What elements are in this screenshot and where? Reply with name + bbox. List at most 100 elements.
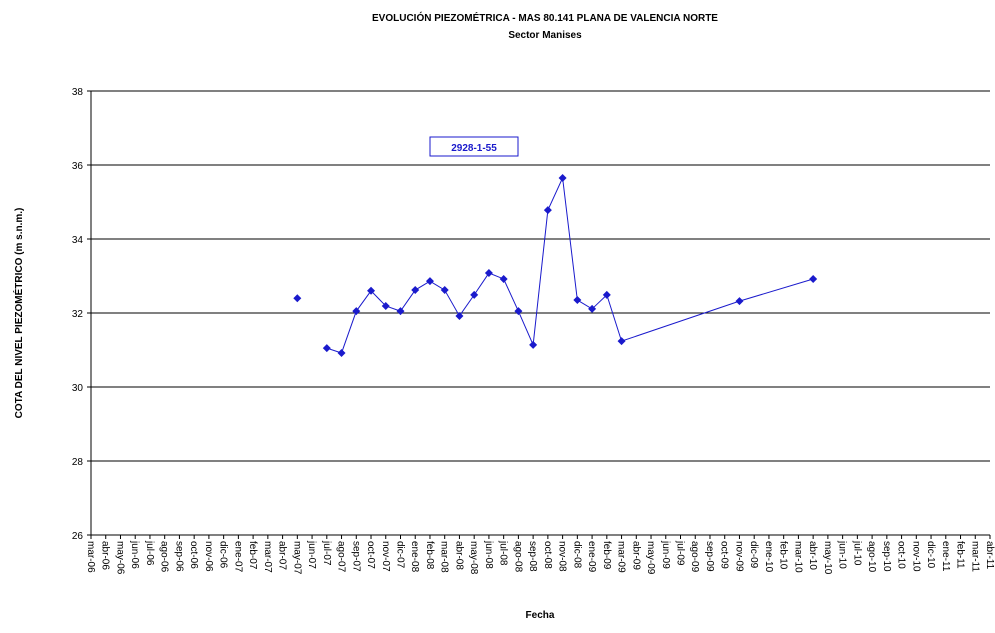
- x-tick-label: ene-11: [940, 541, 951, 572]
- data-point: [529, 340, 538, 349]
- x-tick-label: dic-07: [394, 541, 405, 569]
- x-tick-label: feb-11: [955, 541, 966, 569]
- data-point: [617, 337, 626, 346]
- x-tick-label: jun-08: [483, 540, 494, 569]
- x-tick-label: may-09: [645, 541, 656, 575]
- x-tick-label: dic-08: [571, 541, 582, 569]
- x-tick-label: sep-09: [704, 541, 715, 572]
- x-tick-label: oct-08: [542, 541, 553, 569]
- x-axis-label: Fecha: [526, 610, 555, 621]
- x-tick-label: abr-06: [100, 541, 111, 570]
- x-tick-label: dic-10: [925, 541, 936, 569]
- x-tick-label: ago-08: [512, 541, 523, 573]
- x-tick-label: feb-07: [247, 541, 258, 570]
- x-tick-label: dic-06: [218, 541, 229, 569]
- x-tick-label: jun-09: [660, 540, 671, 569]
- x-tick-label: sep-08: [527, 541, 538, 572]
- data-point: [322, 344, 331, 353]
- data-point: [484, 269, 493, 278]
- x-tick-label: oct-09: [719, 541, 730, 569]
- y-tick-label: 38: [72, 87, 84, 98]
- x-tick-label: abr-11: [984, 541, 995, 570]
- x-tick-label: jul-08: [498, 540, 509, 566]
- series-line: [326, 176, 814, 354]
- y-tick-label: 34: [72, 235, 84, 246]
- y-tick-label: 26: [72, 531, 84, 542]
- x-tick-label: may-10: [822, 541, 833, 575]
- x-tick-label: jul-10: [851, 540, 862, 566]
- x-tick-label: mar-07: [262, 541, 273, 573]
- y-tick-label: 36: [72, 161, 84, 172]
- data-point: [352, 307, 361, 316]
- data-point: [396, 307, 405, 316]
- x-tick-label: abr-09: [630, 541, 641, 570]
- data-point: [558, 173, 567, 182]
- x-tick-label: mar-08: [439, 541, 450, 573]
- x-tick-label: sep-10: [881, 541, 892, 572]
- y-tick-label: 28: [72, 457, 84, 468]
- x-tick-label: oct-07: [365, 541, 376, 569]
- data-point: [440, 286, 449, 295]
- x-tick-label: ene-10: [763, 541, 774, 573]
- x-tick-label: jul-09: [675, 540, 686, 566]
- x-tick-label: ago-06: [159, 541, 170, 573]
- data-point: [809, 274, 818, 283]
- chart-subtitle: Sector Manises: [508, 30, 582, 41]
- x-tick-label: oct-10: [896, 541, 907, 569]
- legend-label: 2928-1-55: [451, 143, 497, 154]
- legend-box: [429, 136, 519, 157]
- x-tick-label: feb-10: [778, 541, 789, 570]
- data-point: [573, 296, 582, 305]
- data-point: [425, 277, 434, 286]
- x-tick-label: may-06: [114, 541, 125, 575]
- data-point: [381, 301, 390, 310]
- y-axis-label: COTA DEL NIVEL PIEZOMÉTRICO (m s.n.m.): [12, 208, 25, 419]
- x-tick-label: may-07: [291, 541, 302, 575]
- data-point: [367, 286, 376, 295]
- y-tick-label: 30: [72, 383, 84, 394]
- x-tick-label: sep-07: [350, 541, 361, 572]
- x-tick-label: feb-09: [601, 541, 612, 570]
- data-point: [411, 286, 420, 295]
- x-tick-label: mar-09: [616, 541, 627, 573]
- data-point: [337, 348, 346, 357]
- x-tick-label: abr-10: [807, 541, 818, 570]
- data-point: [293, 294, 302, 303]
- x-tick-label: may-08: [468, 541, 479, 575]
- x-tick-label: oct-06: [188, 541, 199, 569]
- x-tick-label: abr-08: [453, 541, 464, 570]
- x-tick-label: ene-09: [586, 541, 597, 573]
- x-tick-label: mar-11: [969, 541, 980, 572]
- x-tick-label: ene-08: [409, 541, 420, 573]
- data-point: [499, 274, 508, 283]
- x-tick-label: sep-06: [173, 541, 184, 572]
- x-tick-label: jun-10: [837, 540, 848, 569]
- data-point: [514, 307, 523, 316]
- x-tick-label: feb-08: [424, 541, 435, 570]
- data-point: [455, 311, 464, 320]
- data-point: [543, 206, 552, 215]
- x-tick-label: nov-07: [380, 541, 391, 572]
- y-tick-label: 32: [72, 309, 84, 320]
- x-tick-label: ago-09: [689, 541, 700, 573]
- x-tick-label: ago-07: [336, 541, 347, 573]
- chart-title: EVOLUCIÓN PIEZOMÉTRICA - MAS 80.141 PLAN…: [372, 11, 718, 24]
- x-tick-label: nov-08: [557, 541, 568, 572]
- x-tick-label: jul-07: [321, 540, 332, 566]
- x-tick-label: mar-06: [85, 541, 96, 573]
- data-point: [470, 290, 479, 299]
- x-tick-label: abr-07: [277, 541, 288, 570]
- x-tick-label: nov-06: [203, 541, 214, 572]
- data-point: [735, 297, 744, 306]
- x-tick-label: jun-06: [129, 540, 140, 569]
- data-point: [602, 290, 611, 299]
- x-tick-label: dic-09: [748, 541, 759, 569]
- x-tick-label: ene-07: [232, 541, 243, 573]
- data-point: [588, 304, 597, 313]
- x-tick-label: nov-10: [910, 541, 921, 572]
- x-tick-label: ago-10: [866, 541, 877, 573]
- x-tick-label: mar-10: [792, 541, 803, 573]
- x-tick-label: jul-06: [144, 540, 155, 566]
- x-tick-label: jun-07: [306, 540, 317, 569]
